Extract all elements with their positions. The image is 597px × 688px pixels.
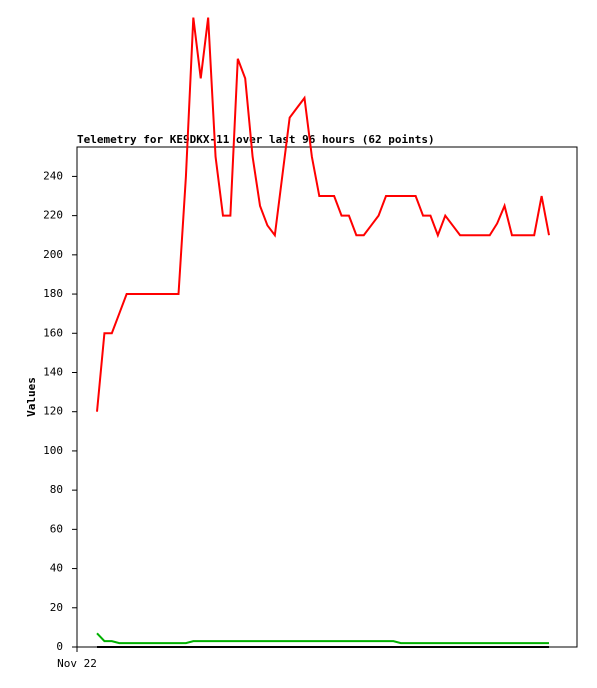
y-tick-label: 180	[43, 287, 63, 300]
y-tick-label: 20	[50, 601, 63, 614]
y-tick-label: 160	[43, 326, 63, 339]
y-tick-label: 220	[43, 209, 63, 222]
y-tick-label: 60	[50, 522, 63, 535]
y-tick-label: 80	[50, 483, 63, 496]
y-tick-label: 200	[43, 248, 63, 261]
plot-area	[76, 146, 578, 648]
series-line	[96, 632, 550, 645]
y-tick-label: 100	[43, 444, 63, 457]
y-tick-label: 0	[56, 640, 63, 653]
y-tick-label: 240	[43, 169, 63, 182]
y-axis-label: Values	[25, 377, 38, 417]
chart-title: Telemetry for KE9DKX-11 over last 96 hou…	[77, 133, 435, 146]
y-tick-label: 120	[43, 405, 63, 418]
y-tick-label: 140	[43, 365, 63, 378]
series-line	[96, 17, 550, 412]
y-tick-label: 40	[50, 562, 63, 575]
x-tick-label: Nov 22	[57, 657, 97, 670]
